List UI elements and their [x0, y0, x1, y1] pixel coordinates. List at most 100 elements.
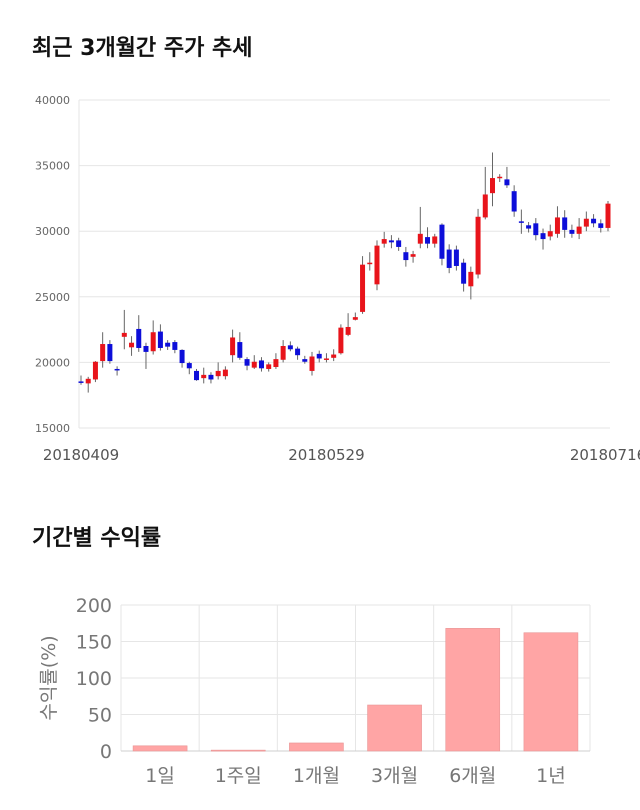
candle: [121, 309, 127, 350]
candle: [92, 361, 98, 383]
y-tick-label: 40000: [35, 94, 70, 107]
candle-body: [114, 368, 120, 371]
candle: [352, 312, 358, 321]
return-bar: [523, 632, 579, 752]
candle-body: [446, 249, 452, 268]
candle: [345, 313, 351, 337]
candle-body: [439, 224, 445, 259]
y-tick-label: 100: [76, 668, 112, 690]
candle: [569, 224, 575, 238]
candle-body: [497, 176, 503, 179]
candle-body: [194, 370, 200, 381]
candle: [273, 353, 279, 369]
candle: [251, 355, 257, 369]
x-category-label: 3개월: [371, 765, 418, 787]
candle-body: [475, 216, 481, 275]
candle: [583, 211, 589, 232]
return-bar: [445, 628, 501, 752]
candle: [396, 237, 402, 251]
candle: [360, 256, 366, 314]
candle: [511, 185, 517, 217]
candle: [554, 206, 560, 238]
y-tick-label: 150: [76, 632, 112, 654]
candle-body: [201, 374, 207, 379]
candle-body: [417, 233, 423, 244]
return-bar: [289, 742, 344, 752]
candle: [143, 342, 149, 369]
candle-body: [533, 223, 539, 236]
candle-body: [208, 374, 214, 380]
candle: [591, 214, 597, 228]
candle-body: [230, 337, 236, 356]
candle-body: [323, 358, 329, 360]
candle-body: [273, 359, 279, 367]
candle: [533, 218, 539, 241]
candle: [374, 240, 380, 291]
candle-body: [605, 203, 611, 228]
candle-body: [403, 252, 409, 261]
candle-body: [374, 245, 380, 285]
candle: [136, 315, 142, 352]
candle: [287, 341, 293, 352]
candle: [85, 376, 91, 393]
candle-body: [287, 345, 293, 350]
candle-body: [598, 223, 604, 228]
candle-body: [576, 226, 582, 234]
candle-body: [482, 194, 488, 218]
candle: [222, 366, 228, 380]
candle: [78, 375, 84, 385]
candle: [417, 206, 423, 249]
candle-body: [309, 356, 315, 371]
candle: [165, 340, 171, 350]
candle-body: [186, 363, 192, 369]
candle: [129, 336, 135, 356]
candle-body: [280, 346, 286, 360]
candle-body: [92, 361, 98, 380]
candle: [605, 201, 611, 232]
candle: [323, 353, 329, 363]
candle-body: [453, 249, 459, 266]
candle: [468, 266, 474, 300]
candle: [280, 340, 286, 363]
candle: [439, 223, 445, 266]
candle-body: [129, 342, 135, 348]
candle-body: [251, 361, 257, 368]
candle-body: [425, 237, 431, 244]
candle-body: [388, 240, 394, 243]
candle: [518, 209, 524, 234]
candle: [453, 245, 459, 271]
y-tick-label: 25000: [35, 291, 70, 304]
candle: [410, 250, 416, 263]
candle: [331, 349, 337, 362]
candle: [295, 346, 301, 360]
candle: [425, 227, 431, 249]
candle: [432, 233, 438, 248]
y-axis-label: 수익률(%): [38, 635, 60, 720]
x-tick-label: 20180529: [288, 446, 364, 464]
y-tick-label: 20000: [35, 356, 70, 369]
candle: [302, 355, 308, 364]
candle-body: [237, 342, 243, 358]
candle-body: [381, 239, 387, 244]
candle-body: [583, 218, 589, 227]
candle: [100, 332, 106, 368]
candle-body: [222, 369, 228, 377]
x-category-label: 1주일: [215, 765, 262, 787]
x-category-label: 1년: [536, 765, 566, 787]
candle: [107, 340, 113, 364]
candle-body: [295, 348, 301, 356]
candle-body: [143, 346, 149, 352]
candle: [237, 332, 243, 360]
candle: [526, 222, 532, 233]
candle-body: [121, 332, 127, 337]
candle: [461, 258, 467, 292]
candle: [540, 228, 546, 250]
candle-body: [179, 349, 185, 364]
candle-body: [100, 344, 106, 362]
candle-body: [85, 378, 91, 384]
candle: [576, 218, 582, 240]
y-tick-label: 15000: [35, 422, 70, 435]
candle-body: [172, 342, 178, 350]
candle: [266, 362, 272, 372]
